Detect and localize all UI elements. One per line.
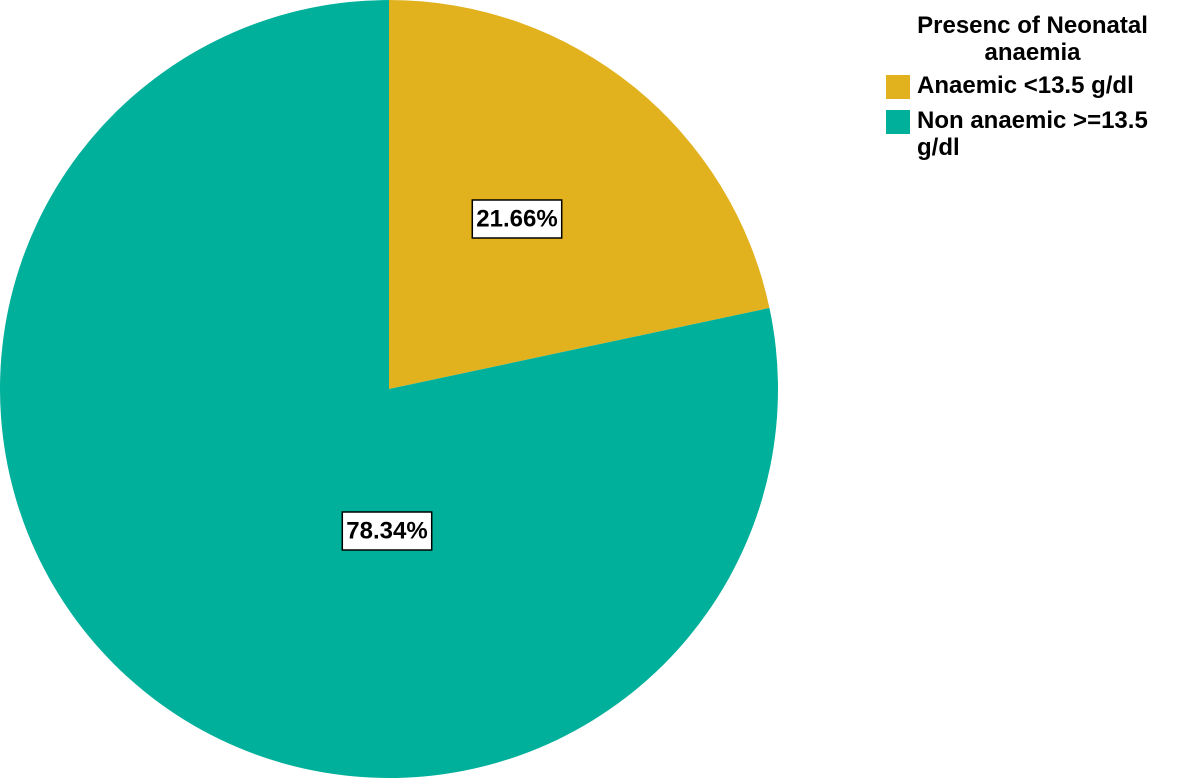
value-label: 21.66% <box>476 205 557 232</box>
value-label-box <box>341 511 433 551</box>
legend-label: Anaemic <13.5 g/dl <box>917 72 1134 99</box>
legend-swatch <box>886 110 910 134</box>
chart: 21.66% 78.34% <box>0 0 779 778</box>
legend-entry: Anaemic <13.5 g/dl <box>884 72 1181 99</box>
legend-title: Presenc of Neonatal anaemia <box>917 12 1148 66</box>
legend-entry: Non anaemic >=13.5 g/dl <box>884 107 1181 161</box>
value-label-box <box>471 199 563 239</box>
legend-label: Non anaemic >=13.5 g/dl <box>917 107 1148 161</box>
pie-slice <box>0 0 779 778</box>
legend: Presenc of Neonatal anaemia Anaemic <13.… <box>884 12 1181 169</box>
legend-swatch <box>886 75 910 99</box>
value-label: 78.34% <box>346 517 427 544</box>
pie-slice <box>389 0 770 389</box>
